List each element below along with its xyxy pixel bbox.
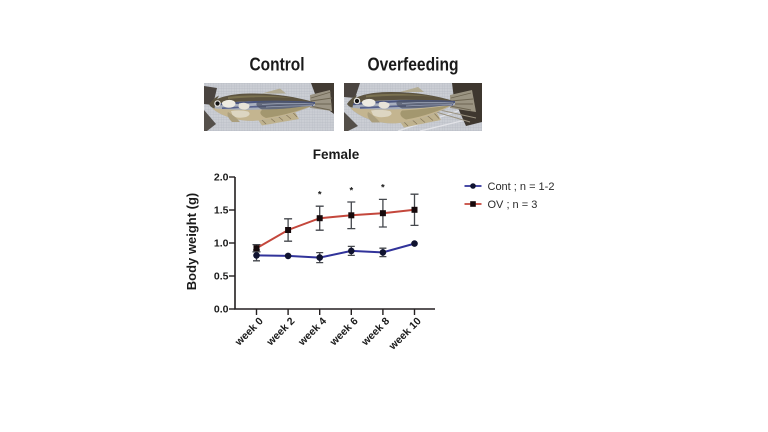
svg-text:week 0: week 0 bbox=[232, 315, 266, 349]
svg-text:*: * bbox=[349, 186, 353, 197]
svg-text:week 4: week 4 bbox=[295, 315, 329, 349]
svg-text:Body weight (g): Body weight (g) bbox=[184, 193, 199, 291]
svg-text:OV ; n = 3: OV ; n = 3 bbox=[488, 199, 538, 211]
svg-text:1.0: 1.0 bbox=[214, 238, 229, 250]
svg-text:Cont ; n = 1-2: Cont ; n = 1-2 bbox=[488, 181, 555, 193]
svg-text:week 10: week 10 bbox=[386, 315, 424, 353]
svg-text:Control: Control bbox=[250, 54, 305, 75]
svg-text:*: * bbox=[381, 183, 385, 194]
svg-text:*: * bbox=[318, 190, 322, 201]
svg-text:1.5: 1.5 bbox=[214, 205, 229, 217]
svg-text:0.0: 0.0 bbox=[214, 304, 229, 316]
svg-text:Female: Female bbox=[313, 147, 360, 162]
svg-text:Overfeeding: Overfeeding bbox=[368, 54, 459, 75]
svg-text:week 6: week 6 bbox=[327, 315, 361, 349]
svg-text:2.0: 2.0 bbox=[214, 172, 229, 184]
svg-text:0.5: 0.5 bbox=[214, 271, 229, 283]
svg-text:week 2: week 2 bbox=[264, 315, 298, 349]
